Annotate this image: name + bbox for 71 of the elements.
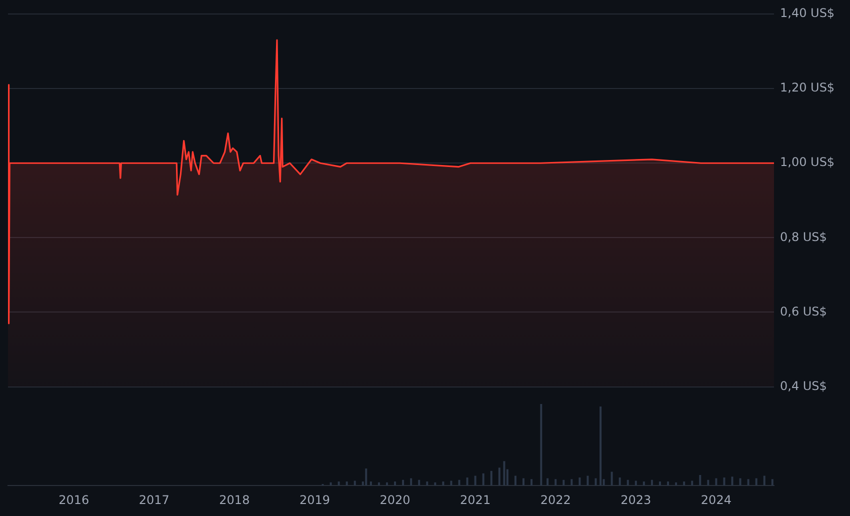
bar [610,472,613,486]
bar [763,476,766,486]
y-tick-label: 0,8 US$ [780,230,827,244]
bar [346,482,348,486]
bar [514,476,516,486]
bar [771,479,774,486]
bar [530,479,533,486]
bar [586,476,589,486]
bar [394,482,396,486]
bar [365,468,368,486]
bar [675,482,678,486]
bar [370,482,372,486]
bar [426,482,428,486]
bar [570,479,573,486]
x-tick-label: 2018 [219,492,250,507]
bar [338,482,340,486]
bar [667,482,670,486]
bar [458,480,460,486]
bar [330,482,332,486]
x-tick-label: 2022 [540,492,571,507]
bar [634,480,637,486]
x-tick-label: 2024 [700,492,732,507]
bar [386,482,388,486]
bar [498,468,500,486]
bar [482,473,484,486]
x-tick-label: 2023 [620,492,652,507]
bar [418,480,420,486]
bar [522,478,524,486]
y-tick-label: 0,4 US$ [780,378,827,393]
bar [490,470,492,486]
bar [650,480,653,486]
x-tick-label: 2017 [138,492,170,507]
bar [378,482,380,486]
bar [410,478,412,486]
bar [600,406,602,486]
bar [707,480,710,486]
bar [546,478,549,486]
y-tick-label: 1,20 US$ [780,80,835,95]
bar [747,479,750,486]
bar [683,482,686,486]
bar [699,474,702,486]
bar [578,477,581,486]
bar [466,477,468,486]
bar [402,480,404,486]
bar [474,476,476,486]
bar [715,478,718,486]
bar [450,480,452,486]
bar [739,478,742,486]
bar [642,482,645,486]
x-tick-label: 2019 [299,492,330,507]
bar [658,482,661,486]
bar [434,482,436,486]
x-tick-label: 2021 [460,492,491,507]
bar [554,479,557,486]
bar [731,476,734,486]
x-tick-label: 2020 [380,492,410,507]
y-tick-label: 0,6 US$ [780,304,827,318]
bar [691,480,694,486]
bar [442,482,444,486]
bar [618,477,621,486]
bar [540,404,542,486]
bar [723,477,726,486]
x-tick-label: 2016 [58,492,90,507]
y-tick-label: 1,00 US$ [780,155,835,170]
bar [354,480,356,486]
y-tick-label: 1,40 US$ [780,6,835,20]
bar [626,480,629,486]
bar [562,480,565,486]
bar [503,461,506,486]
bar [755,478,758,486]
bar [594,478,597,486]
